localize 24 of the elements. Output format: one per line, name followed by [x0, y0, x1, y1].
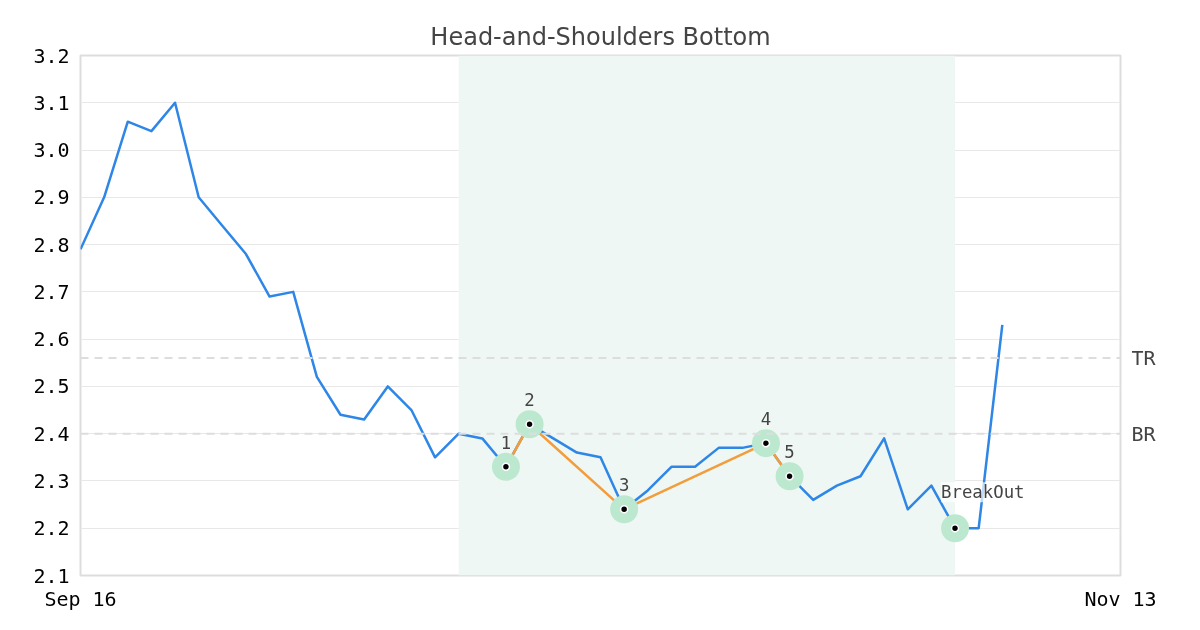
- ref-line-label: BR: [1131, 421, 1157, 446]
- annotation: 3: [618, 475, 630, 496]
- y-tick-label: 2.6: [33, 327, 70, 352]
- annotation: 2: [524, 390, 535, 411]
- annotation: 1: [500, 432, 512, 453]
- chart-title: Head-and-Shoulders Bottom: [430, 22, 771, 51]
- annotation: 4: [760, 409, 772, 430]
- point: [941, 514, 970, 543]
- y-tick-label: 2.9: [33, 185, 70, 210]
- y-tick-label: 2.4: [33, 421, 70, 446]
- annotation: 5: [784, 442, 795, 463]
- annotation: BreakOut: [941, 482, 1025, 503]
- y-tick-label: 2.3: [33, 468, 70, 493]
- x-tick-label: Nov 13: [1084, 586, 1157, 611]
- y-tick-label: 3.1: [33, 90, 70, 115]
- x-tick-label: Sep 16: [44, 586, 117, 611]
- y-tick-label: 2.1: [33, 563, 70, 588]
- ref-line-label: TR: [1131, 346, 1157, 371]
- y-tick-label: 3.2: [33, 43, 70, 68]
- y-tick-label: 2.7: [33, 279, 70, 304]
- y-tick-label: 2.5: [33, 374, 70, 399]
- y-tick-label: 2.2: [33, 516, 70, 541]
- y-tick-label: 3.0: [33, 138, 70, 163]
- y-tick-label: 2.8: [33, 232, 70, 257]
